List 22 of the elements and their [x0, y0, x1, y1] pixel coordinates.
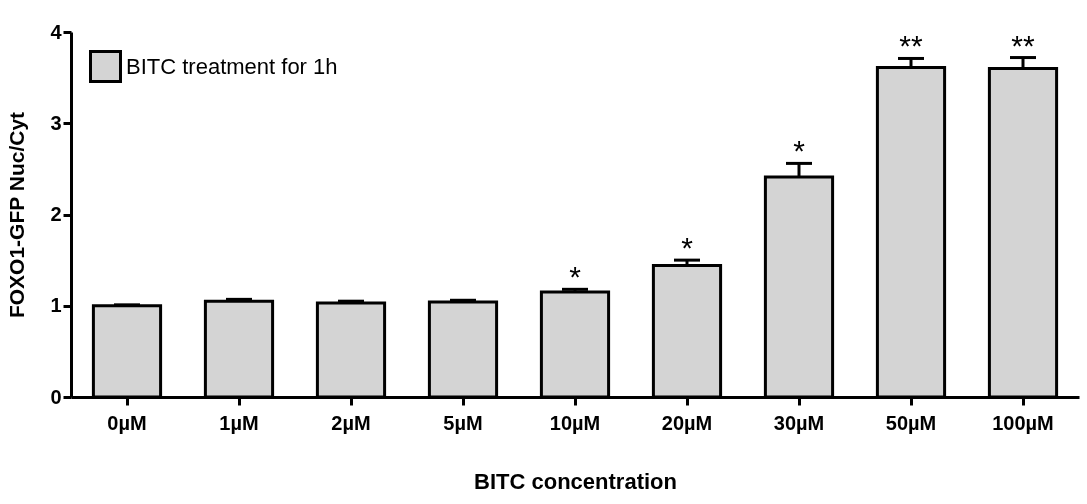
y-axis-title: FOXO1-GFP Nuc/Cyt — [5, 111, 29, 319]
x-tick-label: 20µM — [661, 411, 713, 434]
x-tick-label: 1µM — [219, 411, 259, 434]
x-axis-title: BITC concentration — [474, 468, 677, 494]
y-tick-label: 2 — [50, 203, 62, 225]
annotation: * — [793, 134, 806, 168]
x-tick-label: 100µM — [992, 411, 1054, 434]
x-tick-label: 50µM — [885, 411, 937, 434]
y-tick-label: 3 — [50, 111, 62, 134]
y-tick-label: 0 — [50, 385, 62, 408]
annotation: * — [681, 231, 694, 265]
x-tick-label: 5µM — [443, 411, 483, 434]
annotation: * — [569, 260, 582, 294]
y-tick-label: 1 — [50, 294, 62, 317]
x-tick-label: 2µM — [331, 411, 371, 434]
legend-label: BITC treatment for 1h — [126, 53, 338, 79]
x-tick-label: 30µM — [773, 411, 825, 434]
x-tick-label: 0µM — [107, 411, 147, 434]
annotation: ** — [899, 29, 923, 63]
x-tick-label: 10µM — [549, 411, 601, 434]
y-tick-label: 4 — [50, 20, 63, 43]
annotation: ** — [1011, 28, 1035, 62]
